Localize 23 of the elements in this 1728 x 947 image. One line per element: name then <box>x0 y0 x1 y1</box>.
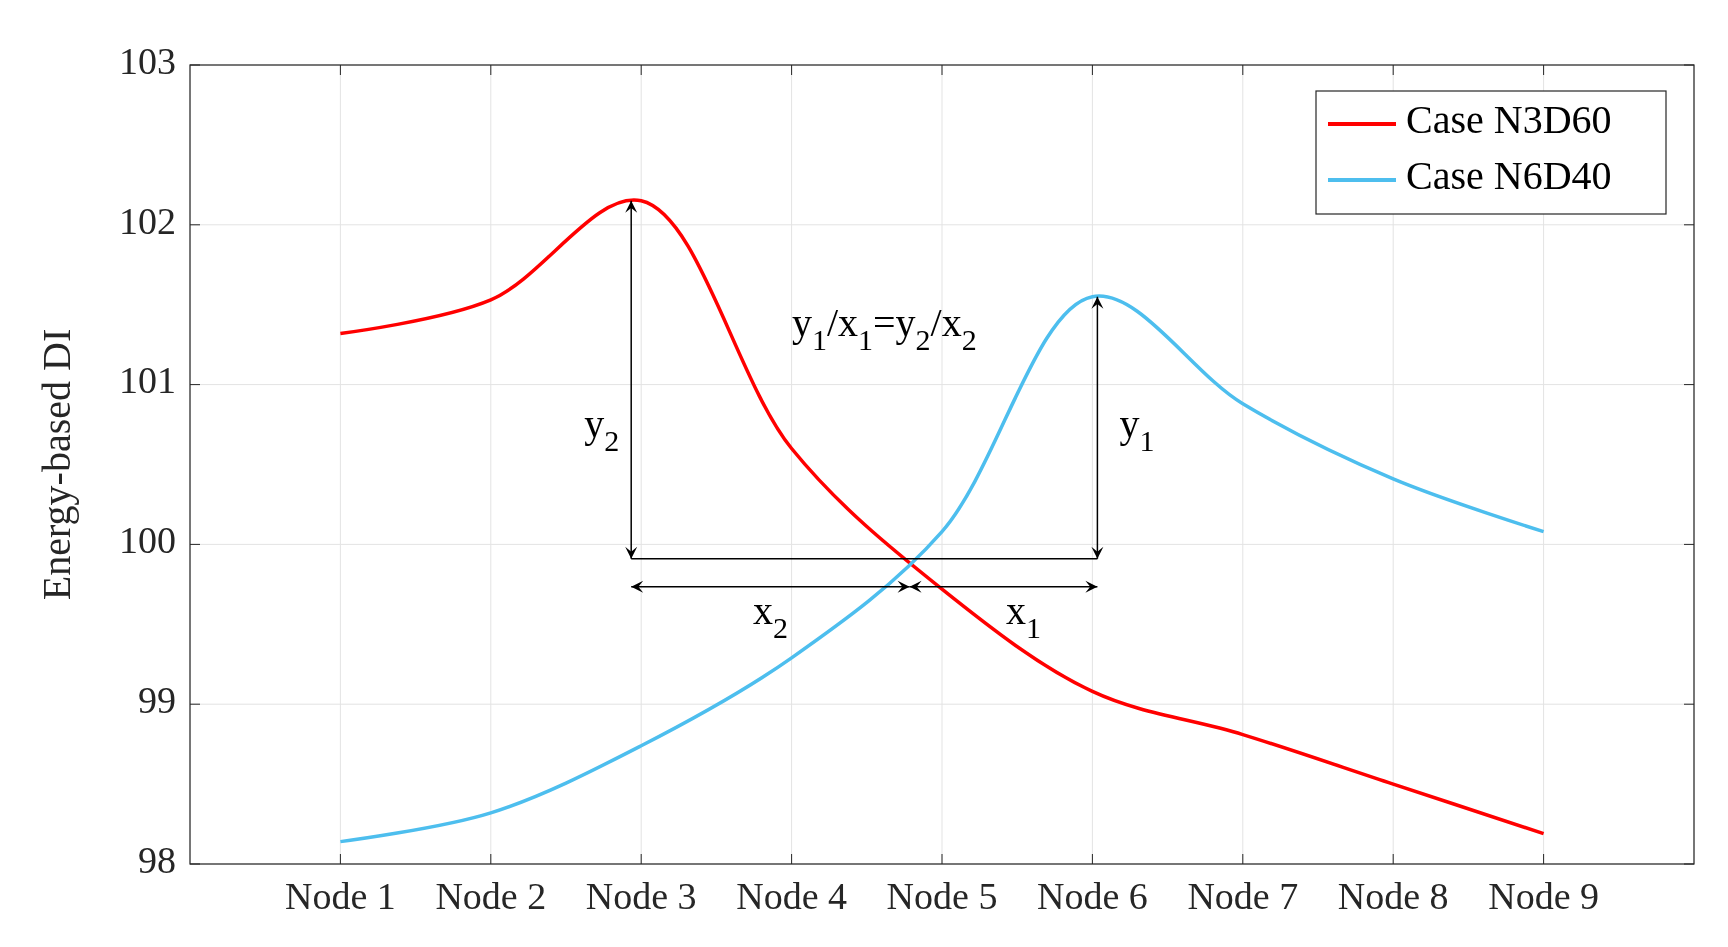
y-axis-title: Energy-based DI <box>34 328 79 601</box>
x-tick-label: Node 4 <box>736 875 848 917</box>
x-tick-label: Node 8 <box>1337 875 1449 917</box>
y-tick-label: 100 <box>119 519 176 562</box>
x-tick-label: Node 7 <box>1187 875 1299 917</box>
y-tick-label: 101 <box>119 359 176 402</box>
legend-label: Case N3D60 <box>1406 97 1612 143</box>
x-tick-label: Node 2 <box>435 875 547 917</box>
annotation: x$_{1}$ <box>1005 588 1041 645</box>
x-tick-label: Node 1 <box>284 875 396 917</box>
y-tick-label: 103 <box>119 39 176 82</box>
annotation: y$_{1}$/x$_{1}$=y$_{2}$/x$_{2}$ <box>791 299 977 357</box>
y-tick-label: 99 <box>138 678 176 721</box>
x-tick-label: Node 6 <box>1036 875 1148 917</box>
annotation: y$_{1}$ <box>1119 400 1155 458</box>
legend-label: Case N6D40 <box>1406 153 1612 199</box>
annotation: y$_{2}$ <box>584 400 620 458</box>
x-tick-label: Node 5 <box>886 875 998 917</box>
x-tick-label: Node 3 <box>585 875 697 917</box>
annotation: x$_{2}$ <box>752 588 788 645</box>
x-tick-label: Node 9 <box>1488 875 1600 917</box>
y-tick-label: 102 <box>119 199 176 242</box>
y-tick-label: 98 <box>138 838 176 881</box>
